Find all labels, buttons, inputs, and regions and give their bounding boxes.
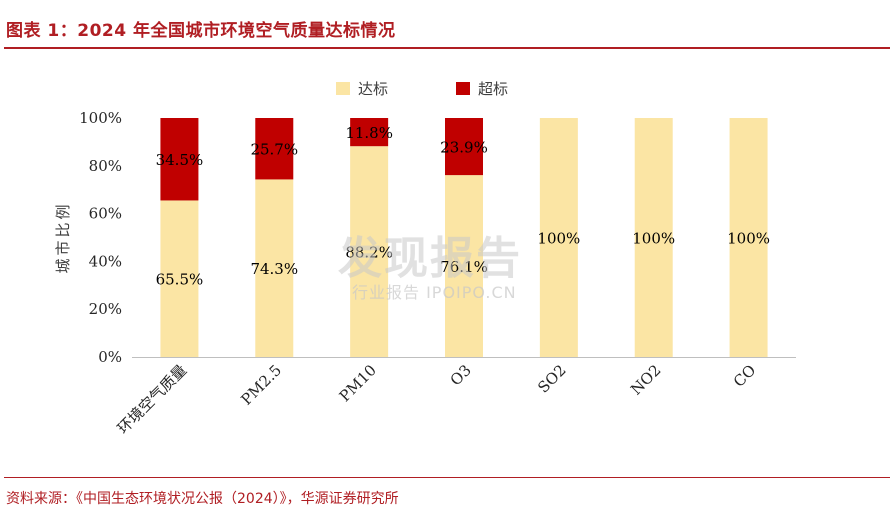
data-label: 100% (727, 230, 770, 248)
bar-compliant-6 (729, 118, 768, 357)
x-tick-label: PM10 (336, 361, 380, 405)
data-label: 23.9% (440, 139, 488, 157)
bar-compliant-3 (445, 175, 483, 357)
bar-exceeding-2 (350, 118, 389, 147)
data-label: 25.7% (250, 141, 298, 159)
x-tick-label: CO (730, 361, 760, 391)
y-tick-label: 20% (89, 300, 122, 318)
legend-label-0: 达标 (358, 80, 388, 98)
data-label: 76.1% (440, 258, 488, 276)
source-note: 资料来源：《中国生态环境状况公报（2024）》，华源证券研究所 (6, 491, 399, 507)
x-tick-label: SO2 (534, 361, 569, 396)
bar-exceeding-3 (445, 118, 483, 176)
bar-compliant-2 (350, 146, 389, 357)
data-label: 100% (537, 230, 580, 248)
y-axis-title: 城市比例 (54, 201, 72, 273)
x-tick-label: 环境空气质量 (114, 361, 190, 437)
bar-compliant-5 (634, 118, 673, 357)
legend-swatch-0 (336, 82, 350, 95)
y-tick-label: 60% (89, 205, 122, 223)
legend-label-1: 超标 (478, 80, 508, 98)
x-tick-label: PM2.5 (238, 361, 286, 409)
bar-compliant-1 (255, 179, 294, 357)
data-label: 100% (632, 230, 675, 248)
x-tick-label: NO2 (627, 361, 664, 398)
bar-exceeding-0 (160, 118, 199, 201)
y-tick-label: 80% (89, 157, 122, 175)
y-tick-label: 40% (89, 252, 122, 270)
y-tick-label: 0% (98, 348, 122, 366)
data-label: 65.5% (156, 271, 204, 289)
y-tick-label: 100% (79, 109, 122, 127)
x-tick-label: O3 (447, 361, 475, 389)
data-label: 34.5% (156, 151, 204, 169)
title-rule (4, 47, 890, 49)
source-rule (4, 477, 890, 478)
bar-exceeding-1 (255, 118, 294, 180)
legend-swatch-1 (456, 82, 470, 95)
bar-compliant-4 (539, 118, 578, 357)
data-label: 74.3% (250, 260, 298, 278)
bar-compliant-0 (160, 200, 199, 357)
data-label: 88.2% (345, 244, 393, 262)
data-label: 11.8% (345, 124, 393, 142)
figure-title: 图表 1：2024 年全国城市环境空气质量达标情况 (6, 21, 396, 41)
